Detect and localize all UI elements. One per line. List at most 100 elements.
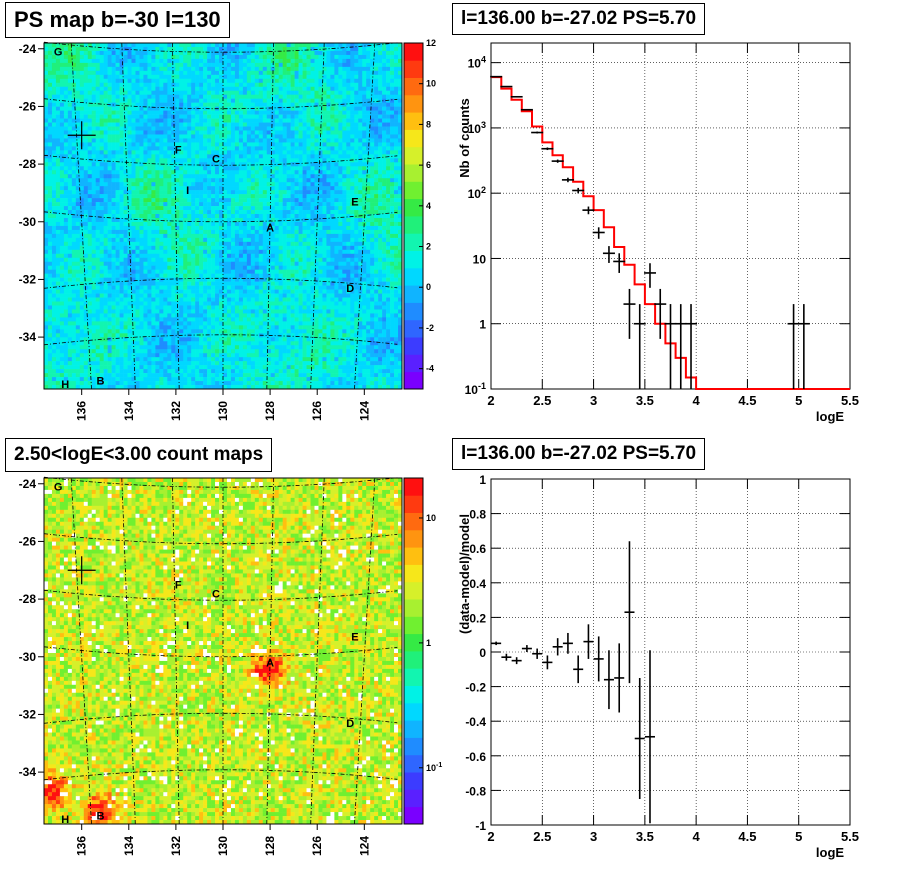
x-tick-label: 126	[310, 401, 324, 421]
grid-parallel	[43, 277, 398, 289]
colorbar-tick-label: 10-1	[426, 762, 442, 773]
data-point	[582, 206, 595, 215]
y-tick-label: -1	[475, 819, 486, 833]
residual-point	[644, 650, 655, 824]
source-marker-F: F	[175, 145, 182, 157]
grid-meridian	[70, 42, 92, 390]
y-tick-label: -0.2	[465, 681, 486, 695]
y-tick-label: 1	[479, 473, 486, 487]
y-tick-label: -0.8	[465, 784, 486, 798]
data-point	[510, 95, 523, 98]
grid-meridian	[121, 42, 136, 390]
data-point	[797, 304, 810, 389]
y-tick-label: 0	[479, 646, 486, 660]
grid-parallel	[43, 769, 398, 781]
data-point	[674, 304, 687, 389]
data-point	[541, 147, 554, 151]
grid-meridian	[354, 477, 376, 825]
source-marker-A: A	[266, 223, 274, 235]
x-tick-label: 124	[357, 836, 371, 856]
count_map-cells	[44, 478, 403, 825]
y-tick-label: -34	[19, 330, 37, 344]
residual-point	[614, 643, 625, 713]
x-tick-label: 4	[693, 393, 701, 408]
y-tick-label: -28	[19, 592, 37, 606]
data-point	[613, 253, 626, 273]
residual-point	[624, 541, 635, 684]
colorbar-tick-label: 6	[426, 160, 431, 170]
y-tick-label: 0.8	[469, 508, 486, 522]
source-marker-B: B	[97, 810, 105, 822]
x-tick-label: 3.5	[636, 393, 654, 408]
y-axis-label: (data-model)/model	[457, 514, 472, 634]
residual-point	[491, 641, 502, 646]
residual-point	[603, 650, 614, 710]
model-step-line	[491, 76, 850, 390]
x-tick-label: 5	[795, 393, 802, 408]
residual-plot: 2 2.5 3 3.5 4 4.5 5 5.5 -1 -0.8 -0.6 -0.4 -0.2 0 0.2 0.…	[457, 473, 859, 860]
x-tick-label: 128	[263, 836, 277, 856]
y-tick-label: -24	[19, 42, 37, 56]
y-tick-label: 0.2	[469, 611, 486, 625]
count_map-plot: 136 134 132 130 128 126 124 -24 -26 -28 -30 -32 -34 G…	[19, 477, 443, 856]
data-point	[623, 288, 636, 339]
x-tick-label: 5	[795, 829, 802, 844]
x-tick-label: 4	[693, 829, 701, 844]
grid-meridian	[310, 42, 325, 390]
x-tick-label: 2	[487, 393, 494, 408]
colorbar-tick-label: 2	[426, 242, 431, 252]
grid-parallel	[43, 98, 398, 110]
data-point	[561, 177, 574, 183]
residual-point	[634, 677, 645, 800]
x-tick-label: 5.5	[841, 393, 859, 408]
grid-meridian	[310, 477, 325, 825]
x-tick-label: 128	[263, 401, 277, 421]
x-tick-label: 130	[216, 401, 230, 421]
y-tick-label: -30	[19, 650, 37, 664]
data-point	[551, 159, 564, 163]
residual-point	[542, 655, 553, 670]
x-axis-label: logE	[816, 845, 844, 860]
grid-meridian	[70, 477, 92, 825]
y-tick-label: -32	[19, 707, 37, 721]
residual-point	[583, 624, 594, 659]
x-tick-label: 126	[310, 836, 324, 856]
source-marker-A: A	[266, 658, 274, 670]
colorbar-tick-label: 10	[426, 513, 436, 523]
residual-point	[552, 638, 563, 656]
grid-meridian	[266, 477, 274, 825]
x-tick-label: 3.5	[636, 829, 654, 844]
x-tick-label: 136	[75, 401, 89, 421]
y-tick-label: 0.6	[469, 542, 486, 556]
x-tick-label: 4.5	[738, 829, 756, 844]
x-axis-label: logE	[816, 409, 844, 424]
x-tick-label: 2	[487, 829, 494, 844]
count_map-colorbar: 10-1 1 10	[403, 477, 442, 825]
data-point	[520, 108, 533, 111]
colorbar-tick-label: -4	[426, 364, 434, 374]
source-marker-H: H	[61, 814, 69, 826]
data-point	[602, 246, 615, 263]
y-tick-label: -30	[19, 215, 37, 229]
x-tick-label: 132	[169, 836, 183, 856]
y-tick-label: 10	[473, 252, 487, 266]
colorbar-tick-label: 0	[426, 282, 431, 292]
source-marker-D: D	[346, 718, 354, 730]
grid-parallel	[43, 476, 398, 488]
y-tick-label: 104	[468, 55, 486, 71]
source-marker-B: B	[97, 375, 105, 387]
y-tick-label: -32	[19, 272, 37, 286]
y-tick-label: -26	[19, 534, 37, 548]
data-point	[500, 85, 513, 88]
data-point	[490, 75, 503, 78]
spectrum-plot: 2 2.5 3 3.5 4 4.5 5 5.5 10-1 1 10 102 103 104 logE Nb o…	[457, 42, 859, 424]
x-tick-label: 2.5	[533, 393, 551, 408]
grid-parallel	[43, 41, 398, 53]
grid-parallel	[43, 646, 398, 658]
x-tick-label: 124	[357, 401, 371, 421]
ps-map-title: PS map b=-30 l=130	[5, 2, 230, 38]
grid-meridian	[121, 477, 136, 825]
x-tick-label: 2.5	[533, 829, 551, 844]
data-point	[592, 227, 605, 239]
